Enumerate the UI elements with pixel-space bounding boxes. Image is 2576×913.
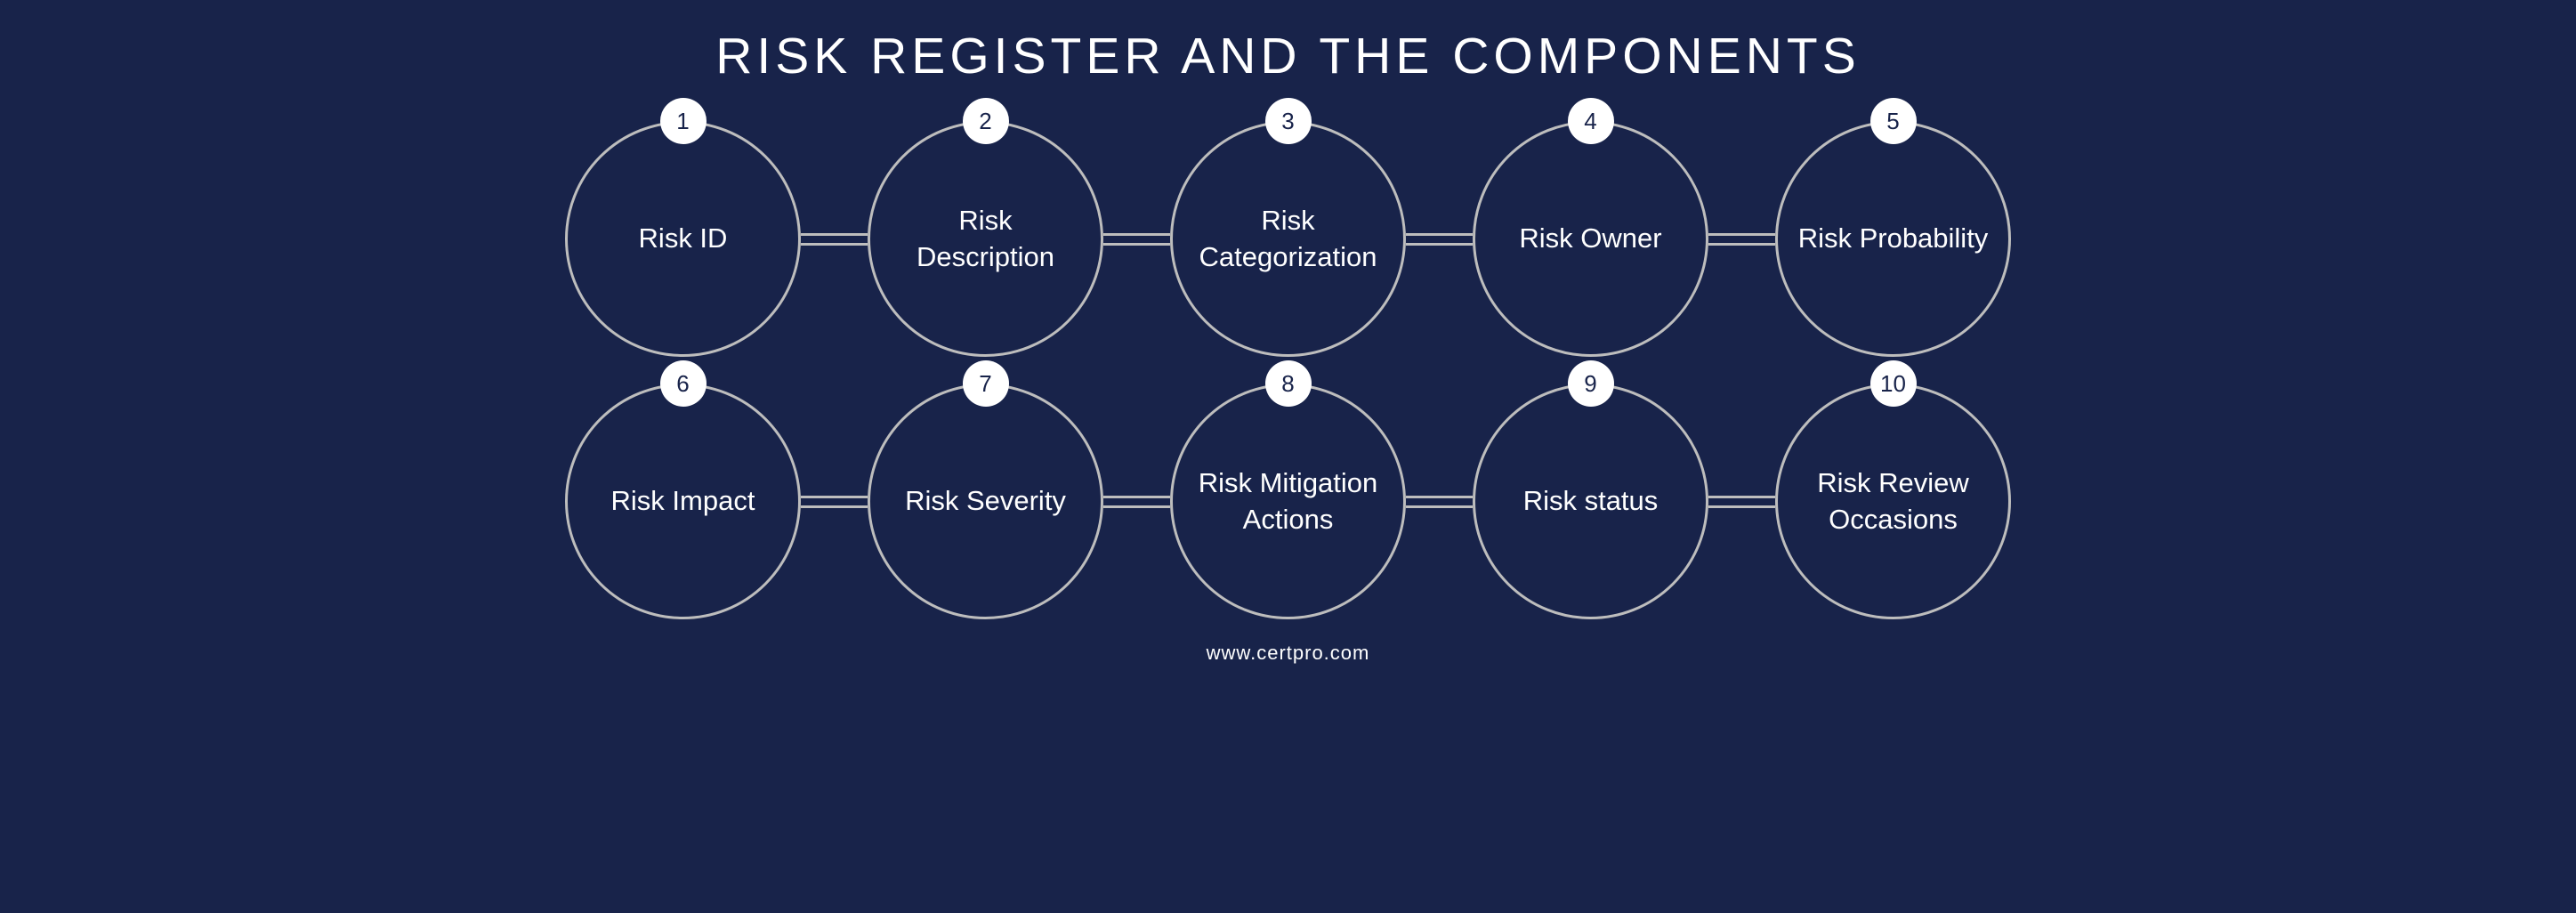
component-number-badge: 6 bbox=[660, 360, 707, 407]
connector bbox=[801, 496, 868, 508]
connector bbox=[1708, 233, 1775, 246]
component-number-badge: 5 bbox=[1870, 98, 1917, 144]
component-number-badge: 4 bbox=[1568, 98, 1614, 144]
component-label: Risk Description bbox=[868, 121, 1103, 357]
component-label: Risk Severity bbox=[868, 384, 1103, 619]
diagram-rows: Risk ID 1 Risk Description 2 Risk Catego… bbox=[565, 121, 2011, 619]
component-label: Risk Review Occasions bbox=[1775, 384, 2011, 619]
component-node: Risk Description 2 bbox=[868, 121, 1103, 357]
component-label: Risk ID bbox=[565, 121, 801, 357]
component-label: Risk Impact bbox=[565, 384, 801, 619]
connector bbox=[1708, 496, 1775, 508]
component-label: Risk Probability bbox=[1775, 121, 2011, 357]
component-number-badge: 1 bbox=[660, 98, 707, 144]
component-node: Risk Owner 4 bbox=[1473, 121, 1708, 357]
component-number-badge: 10 bbox=[1870, 360, 1917, 407]
component-label: Risk Categorization bbox=[1170, 121, 1406, 357]
connector bbox=[1406, 496, 1473, 508]
diagram-row-2: Risk Impact 6 Risk Severity 7 Risk Mitig… bbox=[565, 384, 2011, 619]
component-node: Risk Probability 5 bbox=[1775, 121, 2011, 357]
component-label: Risk Mitigation Actions bbox=[1170, 384, 1406, 619]
component-node: Risk ID 1 bbox=[565, 121, 801, 357]
component-number-badge: 9 bbox=[1568, 360, 1614, 407]
connector bbox=[1406, 233, 1473, 246]
component-label: Risk Owner bbox=[1473, 121, 1708, 357]
connector bbox=[801, 233, 868, 246]
footer-url: www.certpro.com bbox=[1207, 642, 1370, 665]
component-number-badge: 2 bbox=[963, 98, 1009, 144]
component-node: Risk Impact 6 bbox=[565, 384, 801, 619]
component-number-badge: 3 bbox=[1265, 98, 1312, 144]
connector bbox=[1103, 496, 1170, 508]
component-node: Risk Categorization 3 bbox=[1170, 121, 1406, 357]
component-number-badge: 7 bbox=[963, 360, 1009, 407]
component-number-badge: 8 bbox=[1265, 360, 1312, 407]
diagram-row-1: Risk ID 1 Risk Description 2 Risk Catego… bbox=[565, 121, 2011, 357]
component-node: Risk Mitigation Actions 8 bbox=[1170, 384, 1406, 619]
page-title: RISK REGISTER AND THE COMPONENTS bbox=[715, 27, 1860, 85]
component-node: Risk status 9 bbox=[1473, 384, 1708, 619]
connector bbox=[1103, 233, 1170, 246]
component-label: Risk status bbox=[1473, 384, 1708, 619]
component-node: Risk Review Occasions 10 bbox=[1775, 384, 2011, 619]
component-node: Risk Severity 7 bbox=[868, 384, 1103, 619]
